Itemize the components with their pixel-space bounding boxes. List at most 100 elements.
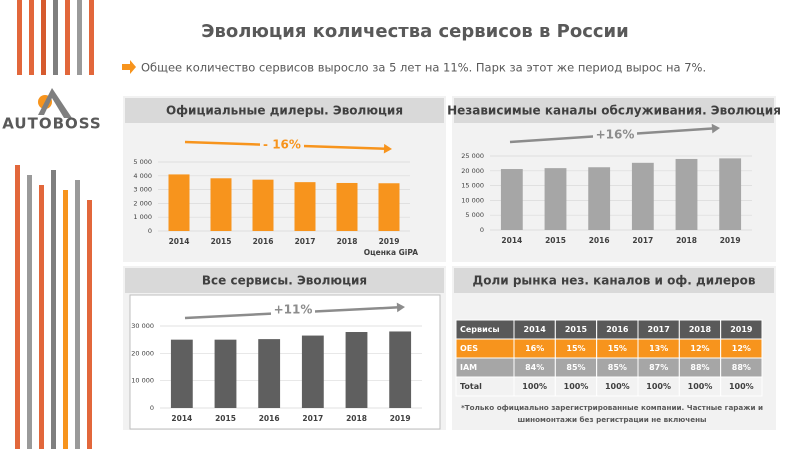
- table-text: 100%: [522, 382, 547, 391]
- title: Эволюция количества сервисов в России: [201, 21, 629, 42]
- bar: [258, 339, 281, 408]
- bar: [345, 332, 368, 408]
- x-tick-label: 2019: [379, 237, 400, 246]
- y-tick-label: 20 000: [131, 349, 154, 357]
- table-text: 12%: [732, 344, 751, 353]
- x-tick-label: 2017: [295, 237, 316, 246]
- x-tick-label: 2014: [501, 236, 522, 245]
- footnote: *Только официально зарегистрированные ко…: [461, 403, 763, 412]
- bar: [214, 339, 237, 408]
- bar: [588, 167, 611, 230]
- table-cell: [720, 376, 763, 397]
- x-tick-label: 2017: [632, 236, 653, 245]
- stripe: [15, 165, 20, 449]
- note: Оценка GiPA: [364, 248, 419, 257]
- y-tick-label: 0: [480, 226, 484, 234]
- table-text: 100%: [729, 382, 754, 391]
- y-tick-label: 15 000: [461, 182, 484, 190]
- subtitle: Общее количество сервисов выросло за 5 л…: [141, 61, 706, 75]
- bar: [389, 331, 412, 408]
- y-tick-label: 25 000: [461, 152, 484, 160]
- table-text: OES: [460, 344, 478, 353]
- table-text: 88%: [732, 363, 751, 372]
- table-text: 85%: [566, 363, 585, 372]
- table-text: 85%: [608, 363, 627, 372]
- bar: [170, 339, 193, 408]
- bar: [252, 179, 274, 231]
- panel-header: [125, 98, 444, 123]
- y-tick-label: 4 000: [133, 172, 152, 180]
- table-text: 2016: [606, 325, 629, 334]
- x-tick-label: 2016: [253, 237, 274, 246]
- table-text: 100%: [564, 382, 589, 391]
- annotation-bg: [593, 126, 637, 144]
- table-text: Total: [460, 382, 482, 391]
- y-tick-label: 30 000: [131, 322, 154, 330]
- table-text: 100%: [605, 382, 630, 391]
- table-text: 2015: [565, 325, 588, 334]
- logo: AUTOBOSS: [2, 115, 101, 133]
- y-tick-label: 3 000: [133, 186, 152, 194]
- bullet-arrow: [122, 60, 136, 74]
- panel-title: Независимые каналы обслуживания. Эволюци…: [447, 104, 781, 118]
- x-tick-label: 2017: [302, 414, 323, 423]
- table-text: Сервисы: [460, 325, 500, 334]
- bar: [719, 158, 742, 230]
- footnote: шиномонтажи без регистрации не включены: [517, 415, 706, 424]
- annotation: - 16%: [263, 138, 301, 152]
- x-tick-label: 2015: [215, 414, 236, 423]
- trend-arrowhead: [396, 302, 405, 313]
- stripe: [27, 175, 32, 449]
- stripe: [41, 0, 46, 75]
- x-tick-label: 2015: [545, 236, 566, 245]
- bar: [336, 182, 358, 231]
- trend-arrowhead: [383, 143, 392, 154]
- panel-header: [454, 268, 774, 293]
- bar: [675, 158, 698, 230]
- y-tick-label: 20 000: [461, 167, 484, 175]
- x-tick-label: 2019: [390, 414, 411, 423]
- stripe: [77, 0, 82, 75]
- x-tick-label: 2016: [589, 236, 610, 245]
- stripe: [89, 0, 94, 75]
- x-tick-label: 2018: [676, 236, 697, 245]
- table-text: 15%: [566, 344, 585, 353]
- table-text: 15%: [608, 344, 627, 353]
- y-tick-label: 1 000: [133, 213, 152, 221]
- annotation-bg: [271, 301, 315, 319]
- x-tick-label: 2019: [720, 236, 741, 245]
- stripe: [39, 185, 44, 449]
- x-tick-label: 2018: [346, 414, 367, 423]
- y-tick-label: 0: [148, 227, 152, 235]
- table-text: 84%: [525, 363, 544, 372]
- y-tick-label: 2 000: [133, 199, 152, 207]
- y-tick-label: 5 000: [133, 158, 152, 166]
- annotation-bg: [260, 136, 304, 154]
- stripe: [51, 170, 56, 449]
- stripe: [75, 180, 80, 449]
- bar: [500, 169, 523, 230]
- bar: [168, 174, 190, 231]
- table-text: 2019: [730, 325, 753, 334]
- y-tick-label: 10 000: [461, 196, 484, 204]
- panel-header: [125, 268, 444, 293]
- table-text: 2017: [648, 325, 670, 334]
- table-text: 100%: [688, 382, 713, 391]
- table-text: 16%: [525, 344, 544, 353]
- x-tick-label: 2018: [337, 237, 358, 246]
- y-tick-label: 0: [150, 404, 154, 412]
- bar: [301, 335, 324, 408]
- table-text: 12%: [690, 344, 709, 353]
- y-tick-label: 5 000: [465, 211, 484, 219]
- stripe: [53, 0, 58, 75]
- table-text: 100%: [646, 382, 671, 391]
- stripe: [63, 190, 68, 449]
- bar: [210, 178, 232, 231]
- y-tick-label: 10 000: [131, 377, 154, 385]
- table-text: 88%: [690, 363, 709, 372]
- x-tick-label: 2014: [171, 414, 192, 423]
- x-tick-label: 2014: [169, 237, 190, 246]
- trend-arrowhead: [711, 123, 720, 134]
- bar: [544, 168, 567, 230]
